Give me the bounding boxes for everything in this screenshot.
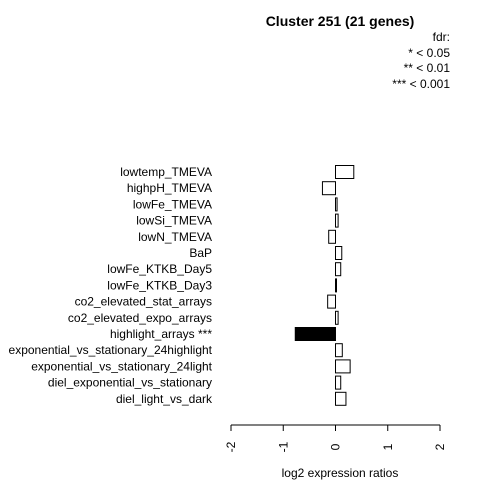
x-tick-label: 1 [381,443,395,450]
category-label: lowFe_KTKB_Day5 [107,262,212,276]
category-label: diel_exponential_vs_stationary [48,376,212,390]
bar [335,375,342,390]
legend-entry-2: ** < 0.01 [403,61,450,75]
bar [335,359,351,374]
bar [335,278,337,293]
category-label: diel_light_vs_dark [116,392,213,406]
legend-entry-1: * < 0.05 [408,45,450,60]
bar [321,181,336,196]
category-label: lowFe_TMEVA [133,197,212,211]
bar [335,213,339,228]
category-label: exponential_vs_stationary_24light [31,359,212,373]
x-tick-label: 2 [433,443,447,450]
category-label: lowtemp_TMEVA [120,165,212,179]
bar [335,343,343,358]
category-label: BaP [189,246,212,260]
x-tick-label: -1 [276,441,290,452]
legend: fdr: * < 0.05 ** < 0.01 *** < 0.001 [392,30,450,92]
category-label: highlight_arrays *** [110,327,212,341]
bar [294,327,336,341]
x-axis-label: log2 expression ratios [281,466,399,480]
category-label: co2_elevated_stat_arrays [75,295,212,309]
bar [328,229,336,244]
legend-title: fdr: [432,30,450,44]
category-label: exponential_vs_stationary_24highlight [9,343,213,357]
category-label: lowN_TMEVA [138,230,212,244]
bar [335,310,339,325]
bar [335,262,342,277]
bar [335,246,343,260]
x-tick-label: 0 [329,443,343,450]
category-label: co2_elevated_expo_arrays [68,311,212,325]
category-label: lowSi_TMEVA [136,214,212,228]
x-tick-label: -2 [224,441,238,452]
category-label: highpH_TMEVA [127,181,212,195]
bar [335,197,338,212]
bar [335,165,355,179]
bar [335,391,347,406]
bar [327,294,337,309]
legend-entry-3: *** < 0.001 [392,76,450,91]
chart-title: Cluster 251 (21 genes) [265,13,415,29]
category-label: lowFe_KTKB_Day3 [107,278,212,292]
